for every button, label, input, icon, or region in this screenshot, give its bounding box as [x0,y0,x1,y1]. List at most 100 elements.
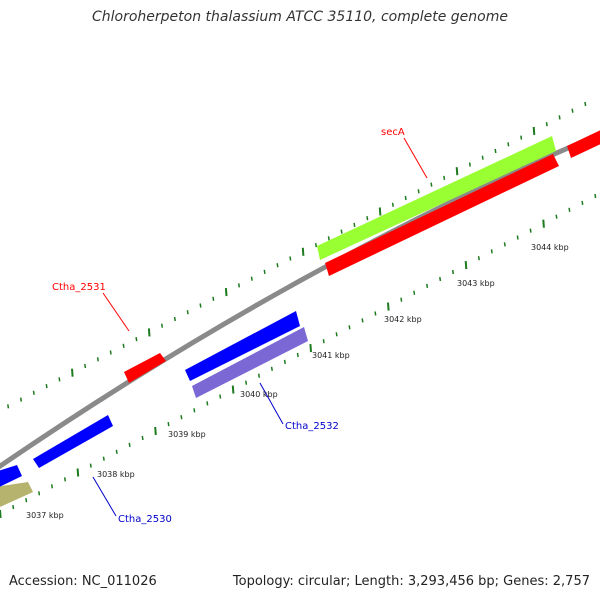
upper-tick [430,182,433,187]
scale-label-3043: 3043 kbp [457,279,495,288]
lower-tick [219,394,222,399]
upper-tick [301,247,305,256]
scale-label-3040: 3040 kbp [240,390,278,399]
lower-tick [167,421,170,427]
ctha-2532-leader-line [259,382,284,425]
scale-label-3042: 3042 kbp [384,315,422,324]
gene-features [0,128,600,507]
upper-tick [7,404,10,409]
lower-tick [0,509,2,519]
gene-label-seca[interactable]: secA [381,127,405,138]
lower-tick [50,484,54,489]
upper-tick [366,216,369,221]
lower-tick [516,235,519,240]
lower-tick [542,219,545,228]
upper-tick [404,195,407,201]
upper-tick [122,343,125,348]
upper-tick [455,167,459,176]
lower-tick [245,380,248,385]
ctha-2530-leader-line [92,476,117,517]
lower-tick [206,401,209,406]
lower-tick [270,366,273,371]
gene-ctha-2530[interactable] [33,415,113,468]
upper-tick [19,397,23,402]
upper-tick [32,390,35,395]
lower-tick [348,325,351,330]
upper-tick [558,115,561,120]
gene-ctha-2532-lower[interactable] [192,327,308,398]
gene-ctha-2531[interactable] [124,353,166,383]
map-title: Chloroherpeton thalassium ATCC 35110, co… [92,9,508,25]
lower-tick [400,297,403,302]
upper-tick [468,162,471,167]
gene-feature-olive[interactable] [0,482,33,507]
lower-tick [387,302,390,311]
gene-label-ctha-2530[interactable]: Ctha_2530 [118,514,172,525]
gene-ctha-2532-upper[interactable] [185,311,300,381]
scale-label-3038: 3038 kbp [97,470,135,479]
upper-tick [224,288,228,297]
lower-tick [283,359,286,365]
lower-tick [413,290,416,295]
upper-tick [340,229,343,234]
lower-tick [102,456,105,461]
upper-tick [199,303,202,308]
lower-tick [464,261,468,270]
scale-label-3041: 3041 kbp [312,351,350,360]
gene-red-right-edge[interactable] [567,128,600,158]
upper-tick [314,242,318,248]
lower-tick [231,385,235,394]
upper-tick [71,368,74,377]
upper-tick [186,310,189,315]
upper-tick [45,383,48,389]
lower-tick [451,269,455,275]
upper-tick [135,336,138,342]
lower-tick [12,504,15,510]
gene-label-ctha-2531[interactable]: Ctha_2531 [52,282,106,293]
upper-tick [571,108,574,113]
lower-tick [581,200,584,206]
tick-marks [0,101,597,519]
scale-label-3039: 3039 kbp [168,430,206,439]
lower-tick [335,332,338,337]
gene-label-leaders [92,137,428,517]
scale-labels: 3037 kbp 3038 kbp 3039 kbp 3040 kbp 3041… [26,243,569,520]
upper-tick [147,328,151,337]
lower-tick [89,463,92,468]
upper-tick [494,148,497,154]
lower-tick [568,207,571,212]
upper-tick [96,357,99,362]
lower-tick [25,498,28,503]
lower-tick [477,256,480,261]
lower-tick [115,449,118,454]
gene-feature-left-edge[interactable] [0,465,22,489]
gene-label-ctha-2532[interactable]: Ctha_2532 [285,421,339,432]
scale-label-3037: 3037 kbp [26,511,64,520]
upper-tick [237,283,241,288]
ctha-2531-leader-line [102,292,130,332]
lower-tick [76,468,80,477]
gene-red-large[interactable] [325,154,559,276]
seca-leader-line [403,137,428,179]
upper-tick [327,236,330,241]
lower-tick [63,477,67,482]
upper-tick [250,276,253,281]
lower-tick [374,311,377,316]
accession-text: Accession: NC_011026 [9,574,157,589]
lower-tick [529,228,532,233]
upper-tick [443,175,446,181]
lower-tick [141,435,144,441]
gene-seca[interactable] [317,136,556,260]
lower-tick [322,339,325,344]
upper-tick [276,263,279,268]
lower-tick [490,249,493,254]
lower-tick [296,352,299,358]
lower-tick [309,344,312,353]
upper-tick [173,316,176,322]
upper-tick [391,202,394,207]
upper-tick [520,135,523,140]
genome-summary-text: Topology: circular; Length: 3,293,456 bp… [232,574,590,589]
upper-tick [481,155,484,160]
